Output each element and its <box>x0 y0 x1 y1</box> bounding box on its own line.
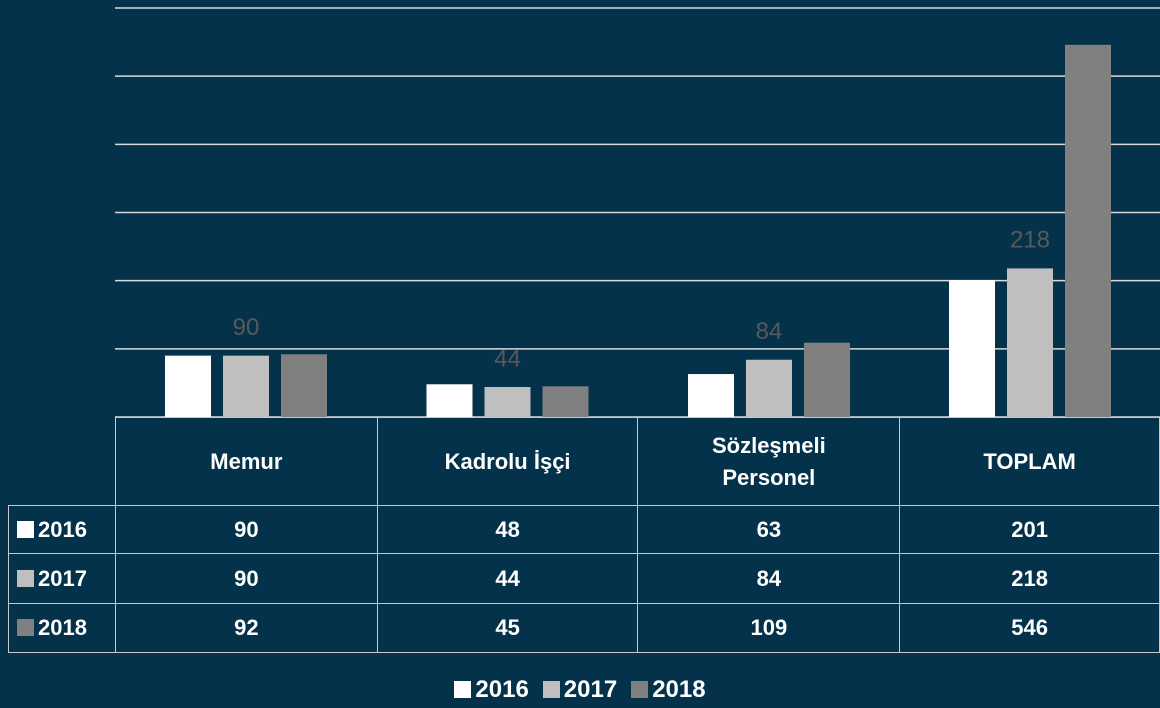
legend-label: 2016 <box>475 676 529 703</box>
column-header: Sözleşmeli Personel <box>637 417 901 506</box>
legend-swatch <box>631 681 649 698</box>
table-value: 218 <box>899 553 1160 604</box>
bar <box>804 342 850 417</box>
bar <box>949 279 995 417</box>
row-header: 2018 <box>8 603 116 653</box>
table-value: 201 <box>899 505 1160 554</box>
category-label: Kadrolu İşçi <box>444 448 571 474</box>
table-value: 45 <box>376 603 639 653</box>
header-row: Memur Kadrolu İşçi Sözleşmeli Personel TOPL… <box>8 417 1160 506</box>
table-value: 84 <box>637 553 901 604</box>
series-name: 2018 <box>38 615 87 640</box>
data-label: 84 <box>756 318 783 345</box>
table-value: 546 <box>899 603 1160 653</box>
data-table: Memur Kadrolu İşçi Sözleşmeli Personel TOPL… <box>8 417 1160 653</box>
table-value: 92 <box>114 603 378 653</box>
swatch <box>17 569 34 587</box>
legend-label: 2018 <box>652 676 706 703</box>
bar <box>542 386 589 417</box>
data-label: 44 <box>494 345 521 372</box>
series-name: 2016 <box>38 516 87 542</box>
series-name: 2017 <box>38 565 87 591</box>
data-row: 2017 90 44 84 218 <box>8 553 1160 604</box>
row-header: 2017 <box>8 553 116 604</box>
data-row: 2016 90 48 63 201 <box>8 505 1160 554</box>
legend-item: 2017 <box>542 676 618 704</box>
legend-item: 2016 <box>454 676 529 704</box>
legend: 2016 2017 2018 <box>0 676 1160 704</box>
column-header: TOPLAM <box>899 417 1160 506</box>
swatch <box>17 619 34 636</box>
bar <box>746 359 792 417</box>
legend-swatch <box>542 681 560 698</box>
blank-cell <box>8 417 116 506</box>
table-value: 48 <box>376 505 639 554</box>
table-value: 63 <box>637 505 901 554</box>
legend-item: 2018 <box>631 676 706 704</box>
table-value: 90 <box>114 553 378 604</box>
bar <box>484 387 531 417</box>
chart: 90 44 84 218 <box>115 7 1160 417</box>
column-header: Kadrolu İşçi <box>376 417 639 506</box>
bar <box>426 384 473 417</box>
category-label: TOPLAM <box>983 448 1076 474</box>
bar <box>1007 268 1053 417</box>
row-header: 2016 <box>8 505 116 554</box>
legend-label: 2017 <box>563 676 618 703</box>
data-row: 2018 92 45 109 546 <box>8 603 1160 653</box>
legend-swatch <box>454 681 472 698</box>
data-label: 218 <box>1010 227 1050 254</box>
data-label: 90 <box>233 314 260 341</box>
bar <box>281 354 327 417</box>
swatch <box>17 520 34 538</box>
table-value: 90 <box>114 505 378 554</box>
bar <box>223 355 269 417</box>
column-header: Memur <box>114 417 378 506</box>
category-label: Memur <box>210 448 283 474</box>
table-value: 44 <box>376 553 639 604</box>
category-label: Sözleşmeli Personel <box>711 432 826 490</box>
bar <box>165 355 211 417</box>
table-value: 109 <box>637 603 901 653</box>
bar <box>688 374 734 417</box>
bar <box>1065 44 1111 417</box>
